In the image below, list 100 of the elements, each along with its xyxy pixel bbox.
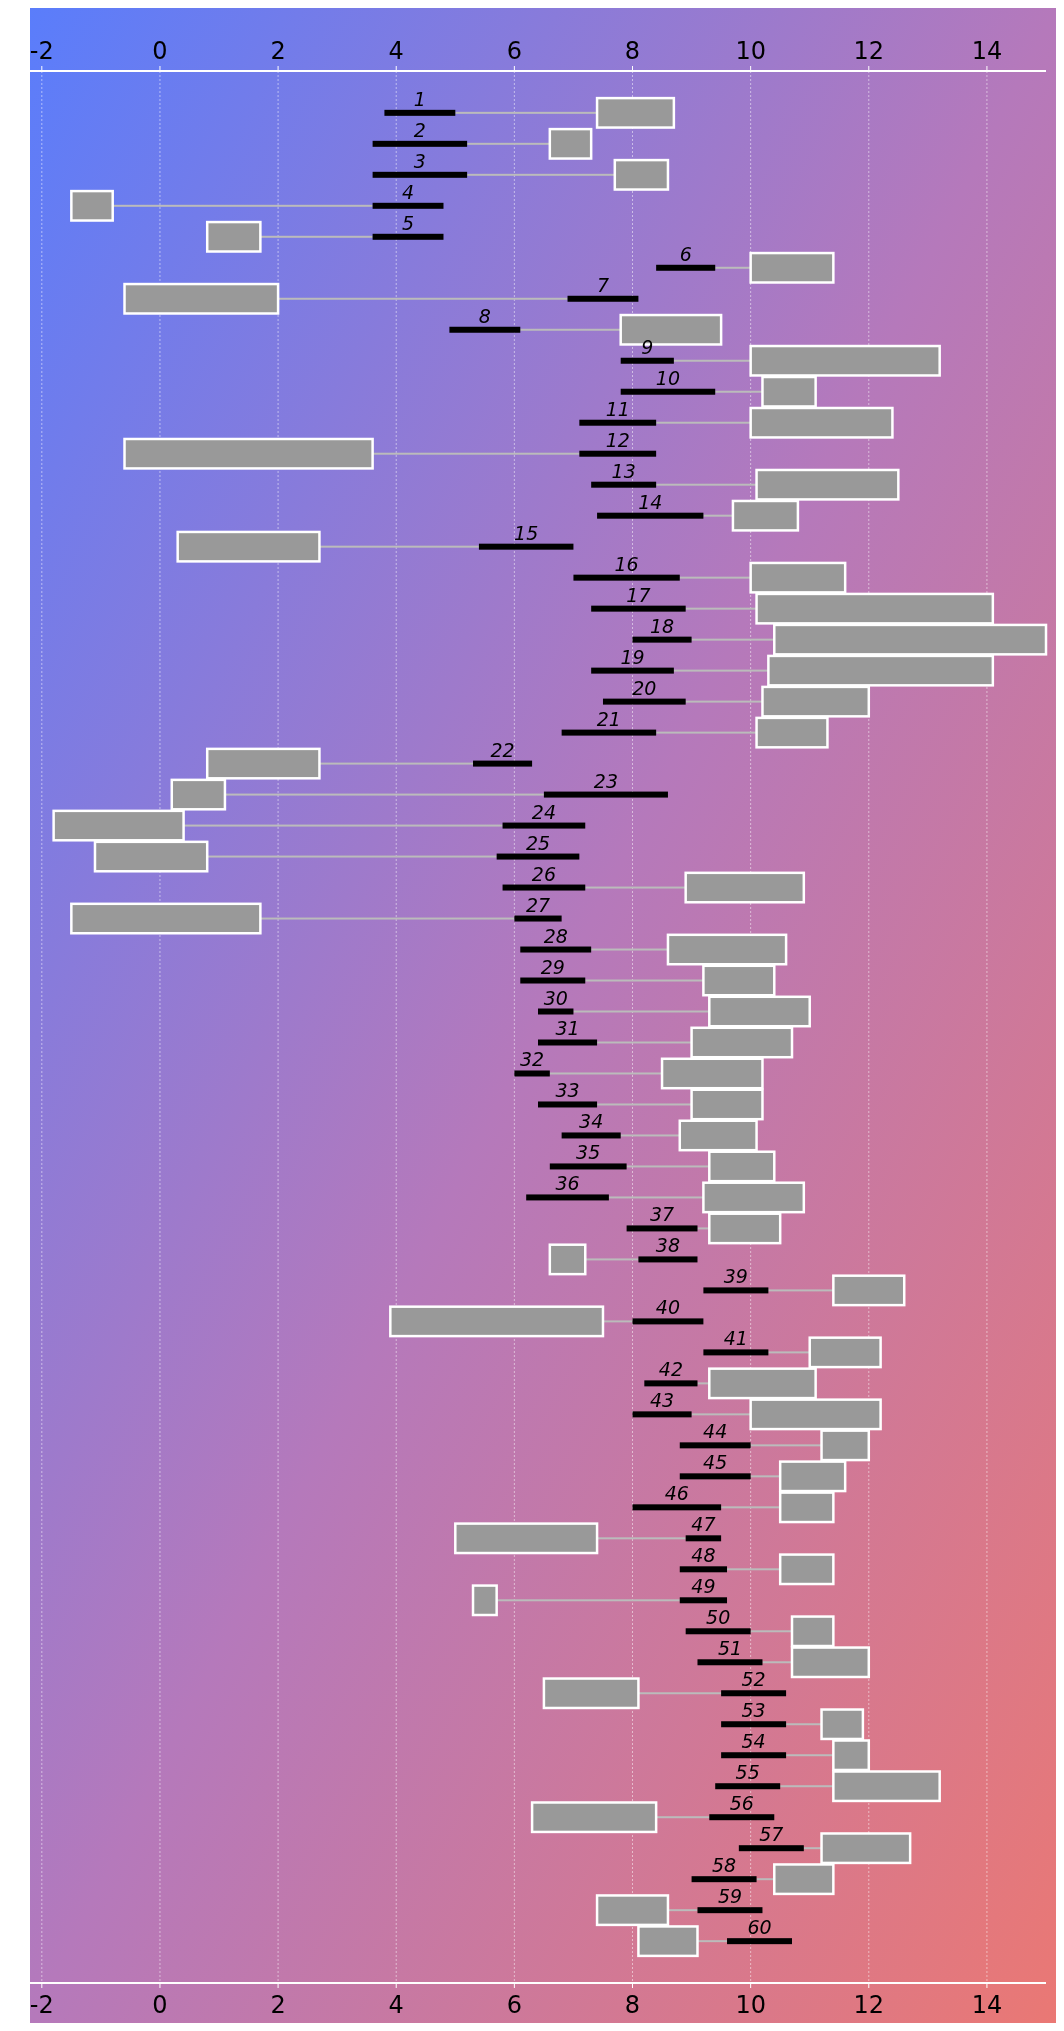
y-tick-label: 15 xyxy=(514,521,539,544)
x2-tick-label: 14 xyxy=(971,1991,1003,2019)
bar xyxy=(756,1878,775,1881)
bar xyxy=(667,1909,698,1912)
bar xyxy=(502,822,586,829)
y-tick-label: 3 xyxy=(413,149,426,172)
y-tick-label: 17 xyxy=(626,583,651,606)
bar xyxy=(703,1287,769,1294)
bar xyxy=(389,1305,605,1338)
bar xyxy=(608,1196,704,1199)
bar xyxy=(721,1506,781,1509)
bar xyxy=(514,1070,550,1077)
bar xyxy=(673,359,751,362)
y-tick-label: 26 xyxy=(531,862,556,885)
bar xyxy=(684,871,806,904)
bar xyxy=(620,388,716,395)
bar xyxy=(319,762,474,765)
bar xyxy=(632,1318,704,1325)
y-tick-label: 2 xyxy=(413,118,426,141)
bar xyxy=(205,220,262,253)
y-tick-label: 27 xyxy=(525,893,551,916)
y-tick-label: 42 xyxy=(658,1358,683,1381)
bar xyxy=(567,295,639,302)
bar xyxy=(520,977,586,984)
bar xyxy=(372,202,444,209)
bar xyxy=(749,251,835,284)
x-tick-label: 0 xyxy=(152,37,168,65)
y-tick-label: 18 xyxy=(649,614,675,637)
bar xyxy=(691,1413,751,1416)
y-tick-label: 45 xyxy=(703,1451,728,1474)
bar xyxy=(573,1010,710,1013)
y-tick-label: 48 xyxy=(691,1544,716,1567)
bar xyxy=(260,235,373,238)
bar xyxy=(585,886,686,889)
bar xyxy=(224,793,544,796)
y-tick-label: 14 xyxy=(638,490,663,513)
bar xyxy=(644,1380,698,1387)
bar xyxy=(561,1132,621,1139)
y-tick-label: 59 xyxy=(717,1885,743,1908)
bar xyxy=(579,450,657,457)
bar xyxy=(260,917,515,920)
bar xyxy=(471,1584,498,1617)
bar xyxy=(520,946,592,953)
bar xyxy=(786,1723,822,1726)
bar xyxy=(496,1599,680,1602)
y-tick-label: 52 xyxy=(741,1668,766,1691)
y-tick-label: 12 xyxy=(605,428,630,451)
bar xyxy=(656,1816,710,1819)
bar xyxy=(679,1442,751,1449)
bar xyxy=(112,204,373,207)
y-tick-label: 44 xyxy=(703,1420,728,1443)
bar xyxy=(768,1351,810,1354)
y-tick-label: 21 xyxy=(596,707,621,730)
y-tick-label: 41 xyxy=(723,1327,748,1350)
bar xyxy=(632,1411,692,1418)
bar xyxy=(673,669,769,672)
bar xyxy=(597,512,704,519)
bar xyxy=(679,1473,751,1480)
bar xyxy=(803,1847,822,1850)
bar xyxy=(372,452,580,455)
bar xyxy=(176,530,321,563)
bar xyxy=(750,1444,822,1447)
bar xyxy=(691,638,775,641)
bar xyxy=(467,142,550,145)
y-tick-label: 50 xyxy=(706,1606,731,1629)
bar xyxy=(449,326,521,333)
bar xyxy=(602,1320,633,1323)
bar xyxy=(697,1382,710,1385)
bar xyxy=(780,1785,834,1788)
y-tick-label: 34 xyxy=(579,1110,604,1133)
bar xyxy=(70,189,114,222)
bar xyxy=(478,543,574,550)
bar xyxy=(548,1243,587,1276)
bar xyxy=(685,1628,751,1635)
bar xyxy=(538,1101,598,1108)
bar xyxy=(832,1274,906,1307)
x2-tick-label: 12 xyxy=(853,1991,885,2019)
y-tick-label: 31 xyxy=(555,1017,580,1040)
y-tick-label: 60 xyxy=(747,1916,772,1939)
bar xyxy=(591,605,686,612)
bar xyxy=(591,948,668,951)
y-tick-label: 33 xyxy=(555,1079,580,1102)
bar xyxy=(626,1165,710,1168)
x2-tick-label: 2 xyxy=(270,1991,286,2019)
bar xyxy=(467,173,615,176)
bar xyxy=(613,158,670,191)
bar xyxy=(530,1801,658,1834)
bar xyxy=(319,545,479,548)
bar xyxy=(679,576,751,579)
bar xyxy=(638,1692,722,1695)
bar xyxy=(542,1677,640,1710)
bar xyxy=(372,140,468,147)
bar xyxy=(709,1814,775,1821)
x-tick-label: 12 xyxy=(853,37,885,65)
bar xyxy=(679,1566,728,1573)
y-tick-label: 58 xyxy=(711,1854,737,1877)
bar xyxy=(591,481,657,488)
bar xyxy=(727,1938,792,1945)
y-tick-label: 35 xyxy=(576,1141,601,1164)
bar xyxy=(768,1289,834,1292)
